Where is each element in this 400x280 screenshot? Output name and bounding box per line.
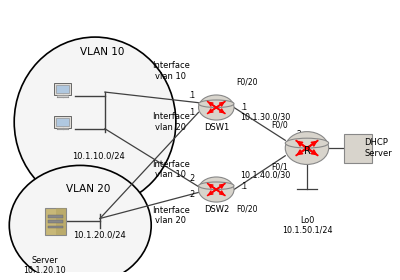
Text: .1: .1: [240, 103, 247, 112]
Ellipse shape: [198, 100, 234, 108]
Bar: [56, 128, 68, 129]
Ellipse shape: [9, 165, 151, 280]
Text: 10.1.30.0/30: 10.1.30.0/30: [240, 113, 291, 122]
Ellipse shape: [198, 177, 234, 202]
Bar: [56, 208, 66, 235]
Text: .2: .2: [188, 174, 196, 183]
Text: DHCP
Server: DHCP Server: [364, 138, 392, 158]
Text: F0/1: F0/1: [272, 163, 288, 172]
Text: 2: 2: [296, 130, 301, 139]
Ellipse shape: [285, 132, 329, 164]
Ellipse shape: [198, 182, 234, 190]
Bar: [56, 95, 68, 97]
Bar: [48, 226, 63, 228]
Bar: [54, 116, 71, 128]
Text: .2: .2: [188, 190, 196, 199]
Bar: [56, 118, 68, 126]
Text: .1: .1: [188, 108, 196, 117]
Text: 10.1.10.0/24: 10.1.10.0/24: [72, 151, 124, 160]
Ellipse shape: [285, 138, 329, 148]
Bar: [54, 83, 71, 95]
Text: F0/20: F0/20: [236, 78, 258, 87]
Text: F0/0: F0/0: [272, 120, 288, 129]
Text: R: R: [304, 146, 310, 156]
Text: Interface
vlan 20: Interface vlan 20: [152, 112, 190, 132]
Text: 10.1.40.0/30: 10.1.40.0/30: [240, 171, 291, 179]
Text: 10.1.20.0/24: 10.1.20.0/24: [74, 230, 126, 239]
Bar: [48, 215, 63, 218]
Text: Interface
vlan 10: Interface vlan 10: [152, 160, 190, 179]
Text: .1: .1: [240, 182, 247, 191]
Bar: [56, 85, 68, 93]
Bar: [344, 134, 372, 162]
Ellipse shape: [198, 95, 234, 120]
Text: DSW2: DSW2: [204, 205, 229, 214]
Text: VLAN 10: VLAN 10: [80, 46, 124, 57]
Text: DSW1: DSW1: [204, 123, 229, 132]
Text: Server
10.1.20.10: Server 10.1.20.10: [24, 256, 66, 276]
Text: VLAN 20: VLAN 20: [66, 184, 110, 193]
Text: Interface
vlan 10: Interface vlan 10: [152, 61, 190, 81]
Text: 2: 2: [296, 153, 301, 162]
Ellipse shape: [14, 37, 176, 207]
Text: Interface
vlan 20: Interface vlan 20: [152, 206, 190, 225]
Text: F0/20: F0/20: [236, 204, 258, 213]
Text: .1: .1: [188, 92, 196, 101]
Bar: [45, 208, 66, 235]
Bar: [48, 220, 63, 223]
Text: Lo0
10.1.50.1/24: Lo0 10.1.50.1/24: [282, 216, 332, 235]
